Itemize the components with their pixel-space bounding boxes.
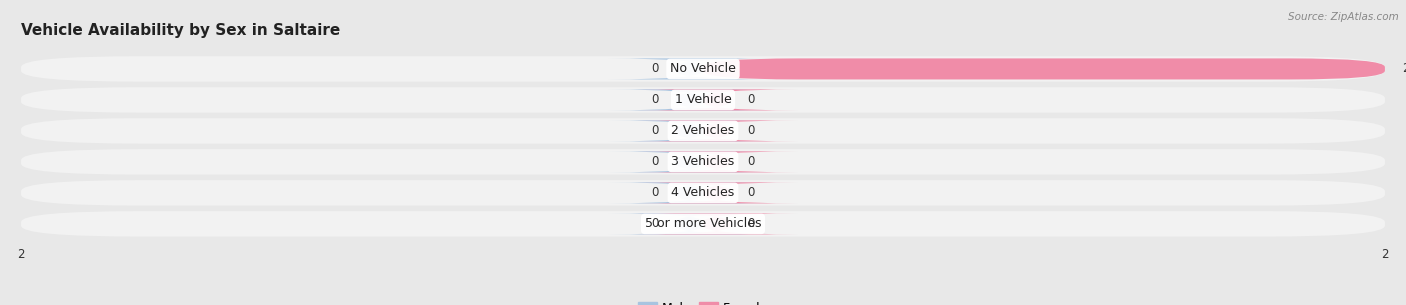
- FancyBboxPatch shape: [21, 211, 1385, 237]
- Text: Vehicle Availability by Sex in Saltaire: Vehicle Availability by Sex in Saltaire: [21, 23, 340, 38]
- FancyBboxPatch shape: [607, 89, 772, 110]
- Text: 0: 0: [651, 186, 658, 199]
- FancyBboxPatch shape: [21, 56, 1385, 82]
- Text: 2 Vehicles: 2 Vehicles: [672, 124, 734, 138]
- FancyBboxPatch shape: [607, 58, 772, 80]
- FancyBboxPatch shape: [636, 151, 799, 172]
- FancyBboxPatch shape: [21, 180, 1385, 206]
- FancyBboxPatch shape: [607, 151, 772, 172]
- Text: 0: 0: [651, 155, 658, 168]
- FancyBboxPatch shape: [636, 89, 799, 110]
- Text: 1 Vehicle: 1 Vehicle: [675, 93, 731, 106]
- FancyBboxPatch shape: [607, 120, 772, 142]
- Text: 0: 0: [651, 93, 658, 106]
- Text: 3 Vehicles: 3 Vehicles: [672, 155, 734, 168]
- Text: 0: 0: [748, 124, 755, 138]
- FancyBboxPatch shape: [607, 213, 772, 235]
- Text: 4 Vehicles: 4 Vehicles: [672, 186, 734, 199]
- Text: 0: 0: [651, 63, 658, 75]
- Text: 0: 0: [651, 217, 658, 230]
- Text: No Vehicle: No Vehicle: [671, 63, 735, 75]
- Text: Source: ZipAtlas.com: Source: ZipAtlas.com: [1288, 12, 1399, 22]
- FancyBboxPatch shape: [636, 213, 799, 235]
- FancyBboxPatch shape: [21, 118, 1385, 144]
- FancyBboxPatch shape: [636, 182, 799, 203]
- FancyBboxPatch shape: [21, 87, 1385, 113]
- Text: 0: 0: [748, 93, 755, 106]
- FancyBboxPatch shape: [21, 149, 1385, 174]
- Text: 0: 0: [748, 155, 755, 168]
- Text: 5 or more Vehicles: 5 or more Vehicles: [645, 217, 761, 230]
- FancyBboxPatch shape: [607, 182, 772, 203]
- Text: 0: 0: [748, 186, 755, 199]
- Text: 0: 0: [748, 217, 755, 230]
- FancyBboxPatch shape: [636, 120, 799, 142]
- Text: 0: 0: [651, 124, 658, 138]
- Text: 2: 2: [1402, 63, 1406, 75]
- Legend: Male, Female: Male, Female: [633, 297, 773, 305]
- FancyBboxPatch shape: [703, 58, 1385, 80]
